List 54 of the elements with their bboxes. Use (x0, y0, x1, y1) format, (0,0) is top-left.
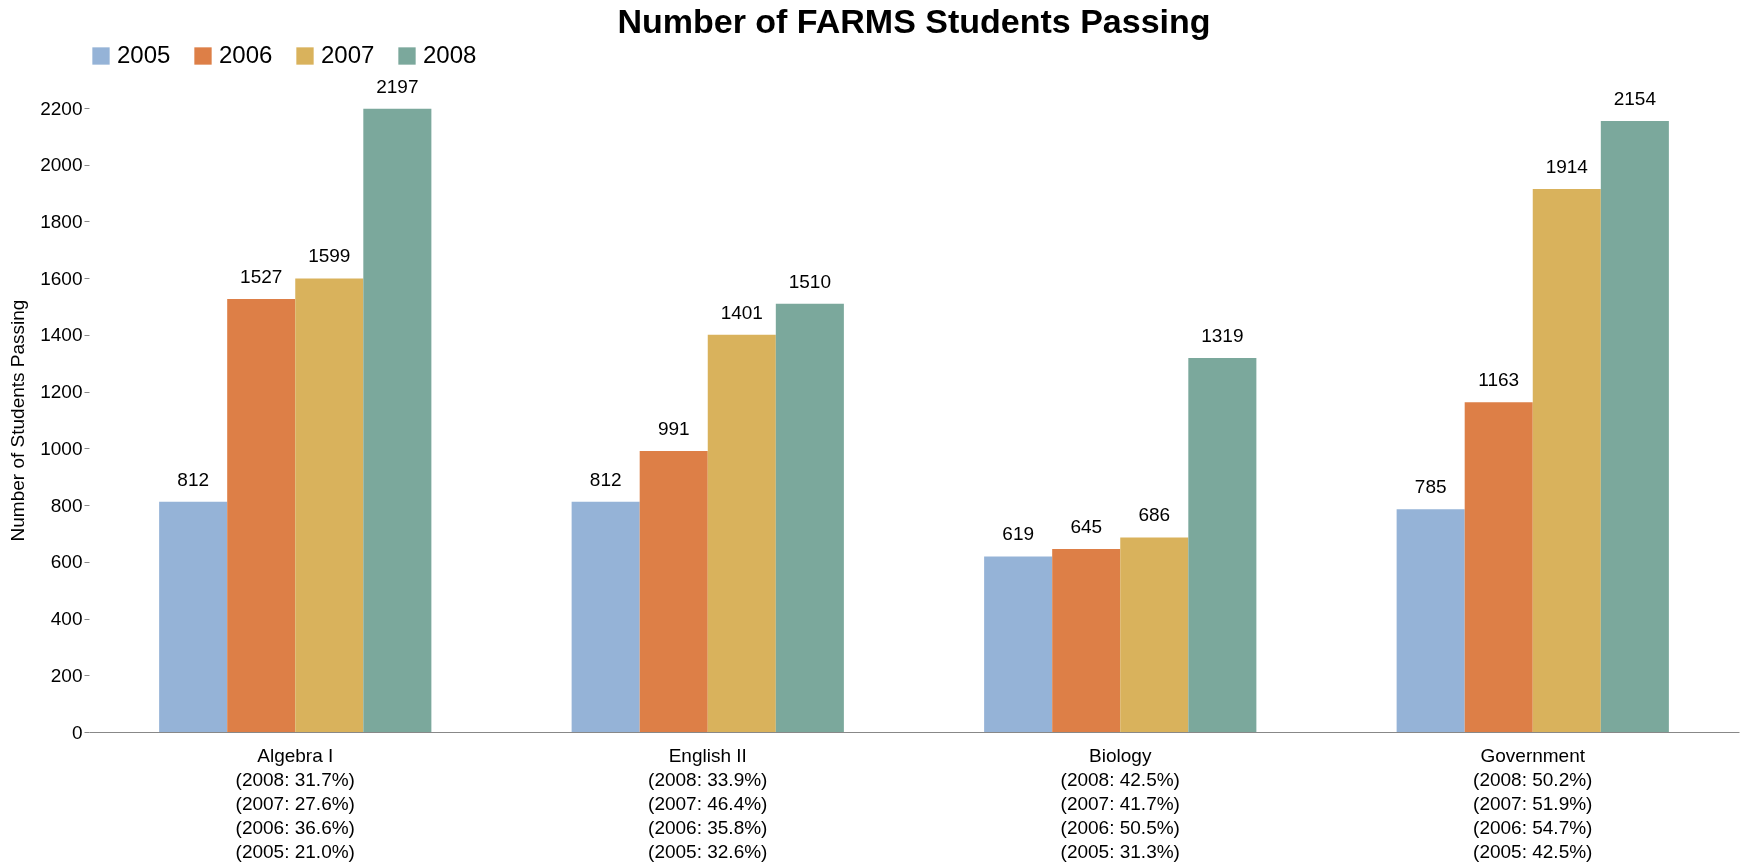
bar (571, 501, 640, 732)
bar (984, 556, 1053, 732)
data-label: 2154 (1613, 88, 1657, 110)
data-label: 785 (1414, 476, 1447, 498)
bar (1052, 549, 1121, 732)
bar (295, 278, 364, 732)
y-tick-label: 1400 (40, 324, 83, 346)
data-label: 1510 (788, 270, 831, 292)
data-label: 1319 (1201, 324, 1244, 346)
data-label: 991 (657, 417, 690, 439)
y-tick-label: 1600 (40, 267, 83, 289)
data-label: 645 (1070, 516, 1103, 538)
y-tick-label: 0 (71, 721, 83, 743)
legend-label: 2006 (219, 41, 273, 68)
bar (1188, 357, 1257, 732)
x-tick-label: English II (2008: 33.9%) (2007: 46.4%) (2006: 35.8%) (2005: 32.6%) (648, 744, 768, 862)
bar (1396, 509, 1465, 732)
y-tick-label: 1200 (40, 381, 83, 403)
bar (707, 334, 776, 732)
y-tick-label: 1800 (40, 210, 83, 232)
data-label: 2197 (376, 75, 419, 97)
legend-label: 2005 (117, 41, 171, 68)
data-label: 1527 (240, 265, 283, 287)
x-tick-label: Algebra I (2008: 31.7%) (2007: 27.6%) (2006: 36.6%) (2005: 21.0%) (235, 744, 355, 862)
data-label: 812 (177, 468, 210, 490)
bar (159, 501, 228, 732)
bar (775, 303, 844, 732)
bar (639, 450, 708, 732)
bar (1532, 189, 1601, 732)
data-label: 619 (1002, 523, 1035, 545)
y-axis-title: Number of Students Passing (7, 299, 29, 542)
data-label: 1401 (720, 301, 763, 323)
y-tick-label: 600 (50, 551, 83, 573)
y-tick-label: 800 (50, 494, 83, 516)
x-tick-label: Biology (2008: 42.5%) (2007: 41.7%) (2006: 50.5%) (2005: 31.3%) (1060, 744, 1180, 862)
legend-label: 2008 (423, 41, 477, 68)
data-label: 686 (1138, 504, 1171, 526)
data-label: 1914 (1545, 156, 1589, 178)
data-label: 1599 (308, 245, 351, 267)
y-tick-label: 200 (50, 664, 83, 686)
y-tick-label: 400 (50, 608, 83, 630)
bar (363, 108, 432, 732)
data-label: 1163 (1478, 369, 1520, 391)
y-tick-label: 1000 (40, 437, 83, 459)
legend-label: 2007 (321, 41, 375, 68)
bar (1120, 537, 1189, 732)
bar (1464, 402, 1533, 732)
data-label: 812 (589, 468, 622, 490)
bar (1600, 121, 1669, 732)
x-tick-label: Government (2008: 50.2%) (2007: 51.9%) (2006: 54.7%) (2005: 42.5%) (1473, 744, 1593, 862)
chart-title: Number of FARMS Students Passing (617, 2, 1211, 40)
bar (227, 298, 296, 732)
y-tick-label: 2000 (40, 154, 83, 176)
y-tick-label: 2200 (40, 97, 83, 119)
